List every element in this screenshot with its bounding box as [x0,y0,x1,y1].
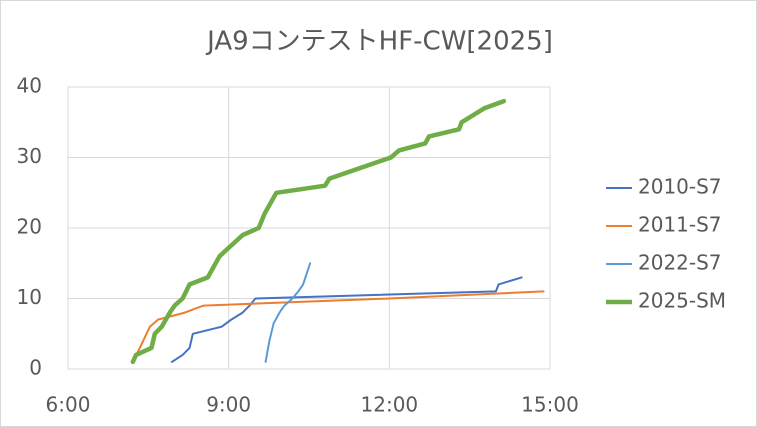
legend-label: 2025-SM [638,289,726,313]
y-tick-label: 30 [17,144,42,168]
y-tick-label: 10 [17,285,42,309]
legend-label: 2011-S7 [638,213,722,237]
legend-label: 2010-S7 [638,175,722,199]
series-line [264,262,312,363]
chart-title: JA9コンテストHF-CW[2025] [205,27,553,57]
x-tick-label: 9:00 [206,393,251,417]
series-line [170,276,523,363]
x-tick-label: 15:00 [521,393,579,417]
x-tick-label: 6:00 [46,393,91,417]
y-tick-label: 20 [17,215,42,239]
series-line [130,98,507,365]
x-tick-label: 12:00 [361,393,419,417]
y-tick-label: 0 [29,356,42,380]
y-tick-label: 40 [17,74,42,98]
series-line [131,290,545,363]
legend-label: 2022-S7 [638,251,722,275]
